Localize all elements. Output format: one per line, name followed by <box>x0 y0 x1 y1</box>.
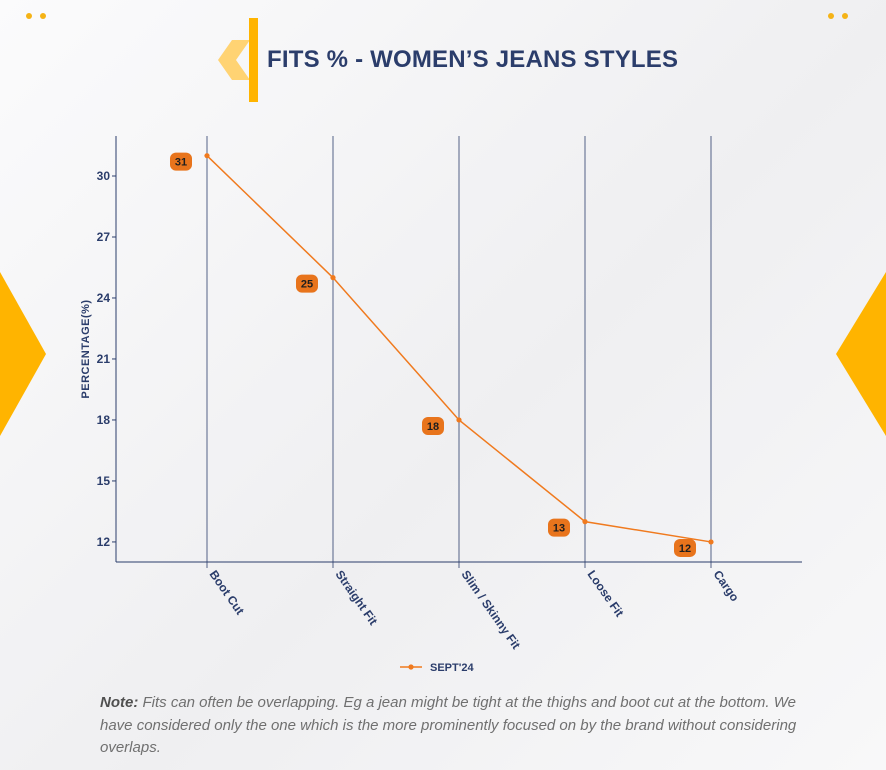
legend-marker <box>408 664 414 670</box>
data-point <box>204 153 210 159</box>
data-point <box>582 519 588 525</box>
y-tick-label: 18 <box>97 413 111 427</box>
data-label-bg <box>674 538 696 557</box>
decorative-dots-right <box>828 4 856 23</box>
decorative-dots-left <box>26 4 54 23</box>
data-point <box>708 539 714 545</box>
y-tick-label: 12 <box>97 535 111 549</box>
data-label-bg <box>296 274 318 293</box>
x-tick-label: Boot Cut <box>207 568 248 618</box>
note-text: Fits can often be overlapping. Eg a jean… <box>100 694 797 756</box>
x-tick-label: Loose Fit <box>585 568 627 620</box>
y-tick-label: 21 <box>97 352 111 366</box>
y-tick-label: 15 <box>97 474 111 488</box>
chevron-left-icon <box>218 40 250 80</box>
page-title: FITS % - WOMEN’S JEANS STYLES <box>267 46 679 73</box>
y-tick-label: 27 <box>97 230 111 244</box>
data-label-bg <box>422 416 444 435</box>
note-label: Note: <box>100 694 139 711</box>
y-axis-title: PERCENTAGE(%) <box>80 299 92 398</box>
y-tick-label: 30 <box>97 169 111 183</box>
title-accent-bar <box>249 18 258 102</box>
legend: SEPT'24 <box>400 662 474 674</box>
x-tick-label: Slim / Skinny Fit <box>459 568 524 652</box>
y-tick-label: 24 <box>97 291 111 305</box>
legend-label: SEPT'24 <box>430 662 474 674</box>
series-layer <box>204 153 714 545</box>
x-tick-label: Straight Fit <box>333 568 381 628</box>
data-label: 31 <box>175 157 187 169</box>
left-accent-triangle <box>0 272 46 436</box>
data-label-bg <box>170 152 192 171</box>
axes: 12 15 18 21 24 27 30 PERCENTAGE(%) Boot Cut Strai… <box>80 136 802 652</box>
data-point <box>330 275 336 281</box>
footnote: Note: Fits can often be overlapping. Eg … <box>100 692 800 760</box>
right-accent-triangle <box>836 272 886 436</box>
data-label: 12 <box>679 543 691 555</box>
data-label: 13 <box>553 523 565 535</box>
line-chart: 12 15 18 21 24 27 30 PERCENTAGE(%) Boot Cut Strai… <box>80 136 802 674</box>
data-labels: 31 25 18 13 12 <box>170 152 696 557</box>
data-point <box>456 417 462 423</box>
data-label-bg <box>548 518 570 537</box>
data-label: 18 <box>427 421 439 433</box>
data-label: 25 <box>301 279 313 291</box>
grid-lines <box>206 136 712 568</box>
x-tick-label: Cargo <box>711 568 742 604</box>
